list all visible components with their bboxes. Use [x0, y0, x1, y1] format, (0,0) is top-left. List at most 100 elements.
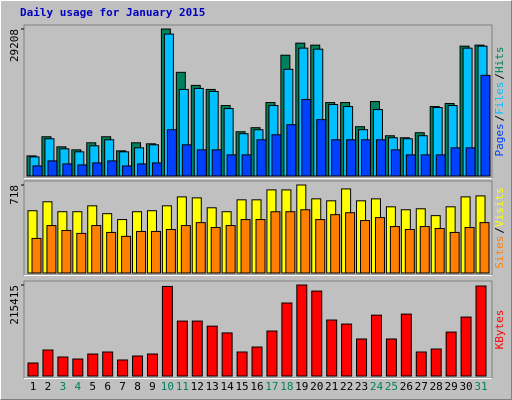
bar — [361, 139, 372, 177]
bar — [479, 222, 490, 274]
legend-separator: / — [493, 227, 506, 234]
bar — [345, 212, 356, 274]
bar — [132, 355, 144, 377]
legend-entry: Pages — [493, 123, 506, 156]
x-tick-label: 12 — [191, 380, 204, 393]
bar — [400, 313, 412, 377]
x-tick-label: 31 — [474, 380, 487, 393]
bar — [32, 165, 43, 177]
bar — [415, 351, 427, 377]
bar — [326, 319, 338, 377]
x-tick-label: 14 — [221, 380, 235, 393]
x-tick-label: 16 — [250, 380, 263, 393]
bar — [92, 162, 103, 177]
legend-separator: / — [493, 73, 506, 80]
bar — [475, 285, 487, 377]
bar — [271, 134, 282, 177]
bar — [449, 231, 460, 274]
bar — [419, 226, 430, 274]
x-tick-label: 9 — [149, 380, 156, 393]
x-tick-label: 17 — [265, 380, 278, 393]
bar — [102, 351, 114, 377]
bar — [420, 154, 431, 177]
x-tick-label: 24 — [370, 380, 384, 393]
y-tick-label: 29208 — [8, 29, 21, 62]
bar — [266, 330, 278, 377]
bar — [146, 353, 158, 377]
bar — [465, 147, 476, 177]
bar — [270, 211, 281, 274]
x-tick-label: 1 — [30, 380, 37, 393]
bar — [281, 302, 293, 377]
x-tick-label: 8 — [134, 380, 141, 393]
y-tick-label: 215415 — [8, 285, 21, 325]
x-tick-label: 21 — [325, 380, 338, 393]
legend-entry: Visits — [493, 187, 506, 227]
legend-entry: KBytes — [493, 310, 506, 350]
bar — [106, 231, 117, 274]
bar — [460, 316, 472, 377]
x-tick-label: 7 — [119, 380, 126, 393]
bar — [256, 139, 267, 177]
bar — [107, 160, 118, 177]
bar — [450, 147, 461, 177]
bar — [240, 219, 251, 274]
bar — [375, 139, 386, 177]
bar — [57, 356, 69, 377]
bar — [210, 227, 221, 274]
bar — [76, 232, 87, 274]
x-tick-label: 13 — [206, 380, 219, 393]
bar — [385, 338, 397, 377]
x-tick-label: 26 — [400, 380, 413, 393]
bar — [137, 163, 148, 177]
x-tick-label: 23 — [355, 380, 368, 393]
bar — [226, 154, 237, 177]
legend: Pages/Files/Hits — [493, 47, 506, 157]
bar — [296, 284, 308, 377]
bar — [121, 235, 132, 274]
bar — [150, 230, 161, 274]
bar — [117, 359, 129, 377]
y-tick-label: 718 — [8, 185, 21, 205]
bar — [161, 285, 173, 377]
x-tick-label: 2 — [45, 380, 52, 393]
legend-entry: Sites — [493, 236, 506, 269]
bar — [91, 225, 102, 274]
bar — [301, 99, 312, 177]
legend: Sites /Visits — [493, 187, 506, 269]
bar — [389, 226, 400, 274]
x-tick-label: 3 — [60, 380, 67, 393]
bar — [251, 346, 263, 377]
x-tick-label: 11 — [176, 380, 189, 393]
bar — [241, 154, 252, 177]
bar — [165, 228, 176, 274]
x-tick-label: 25 — [385, 380, 398, 393]
legend-entry: Hits — [493, 47, 506, 74]
bar — [221, 332, 233, 377]
bar — [87, 353, 99, 377]
bar — [77, 164, 88, 177]
bar — [176, 320, 188, 377]
plot: 29208Pages/Files/Hits718Sites/Visits2154… — [8, 24, 506, 393]
bar — [195, 222, 206, 274]
bar — [346, 139, 357, 177]
bar — [331, 139, 342, 177]
bar — [206, 325, 218, 377]
bar — [374, 217, 385, 274]
x-tick-label: 30 — [459, 380, 472, 393]
bar — [435, 154, 446, 177]
bar — [191, 320, 203, 377]
bar — [356, 338, 368, 377]
bar — [341, 323, 353, 377]
bar — [27, 362, 39, 377]
bar — [181, 144, 192, 177]
bar — [211, 149, 222, 177]
bar — [330, 214, 341, 274]
bar — [151, 162, 162, 177]
bar — [430, 348, 442, 377]
bar — [46, 225, 57, 274]
bar — [122, 165, 133, 177]
x-tick-label: 27 — [415, 380, 428, 393]
